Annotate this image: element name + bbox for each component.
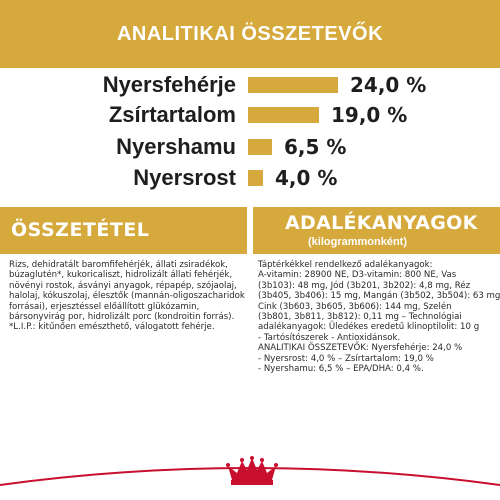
composition-line: bársonyvirág por, hidrolizált porc (kond… bbox=[9, 312, 235, 323]
additives-header: ADALÉKANYAGOK (kilogrammonként) bbox=[253, 207, 500, 254]
composition-line: növényi rostok, ásványi anyagok, répapép… bbox=[9, 280, 237, 291]
additives-line: - Tartósítószerek - Antioxidánsok. bbox=[258, 332, 401, 343]
additives-line: (3b405, 3b406): 15 mg, Mangán (3b502, 3b… bbox=[258, 291, 500, 302]
additives-title: ADALÉKANYAGOK bbox=[285, 212, 478, 234]
composition-line: forrásai), erjesztéssel előállított glük… bbox=[9, 301, 200, 312]
crown-icon bbox=[226, 456, 278, 485]
nutrient-value: 6,5 % bbox=[284, 135, 347, 159]
composition-line: búzaglutén*, kukoricaliszt, hidrolizált … bbox=[9, 270, 233, 281]
composition-text: Rizs, dehidratált baromfifehérjék, állat… bbox=[9, 260, 245, 333]
nutrient-row: Zsírtartalom 19,0 % bbox=[0, 100, 500, 130]
additives-line: Táptérkékkel rendelkező adalékanyagok: bbox=[258, 260, 433, 270]
additives-line: ANALITIKAI ÖSSZETEVŐK: Nyersfehérje: 24,… bbox=[258, 343, 463, 354]
additives-subtitle: (kilogrammonként) bbox=[308, 236, 408, 248]
composition-line: *L.I.P.: kitűnően emészthető, válogatott… bbox=[9, 322, 215, 333]
additives-text: Táptérkékkel rendelkező adalékanyagok: A-… bbox=[258, 260, 500, 375]
nutrient-value: 24,0 % bbox=[350, 73, 427, 97]
nutrient-row: Nyersfehérje 24,0 % bbox=[0, 70, 500, 100]
nutrient-value: 19,0 % bbox=[331, 103, 408, 127]
nutrient-bar bbox=[248, 170, 263, 186]
additives-line: adalékanyagok: Üledékes eredetű klinopti… bbox=[258, 322, 480, 333]
nutrient-bar bbox=[248, 107, 319, 123]
nutrient-label: Nyershamu bbox=[116, 134, 236, 159]
additives-line: - Nyersrost: 4,0 % – Zsírtartalom: 19,0 … bbox=[258, 353, 434, 364]
additives-line: (3b103): 48 mg, Jód (3b201, 3b202): 4,8 … bbox=[258, 280, 471, 291]
analytical-header: ANALITIKAI ÖSSZETEVŐK bbox=[0, 0, 500, 68]
nutrient-bar bbox=[248, 77, 338, 93]
nutrient-row: Nyersrost 4,0 % bbox=[0, 163, 500, 193]
composition-line: Rizs, dehidratált baromfifehérjék, állat… bbox=[9, 260, 228, 270]
analytical-header-title: ANALITIKAI ÖSSZETEVŐK bbox=[116, 22, 384, 45]
nutrient-label: Nyersfehérje bbox=[102, 72, 236, 97]
nutrient-bar bbox=[248, 139, 272, 155]
composition-title: ÖSSZETÉTEL bbox=[11, 219, 150, 241]
additives-line: - Nyershamu: 6,5 % – EPA/DHA: 0,4 %. bbox=[258, 364, 424, 375]
composition-header: ÖSSZETÉTEL bbox=[0, 207, 247, 254]
nutrient-label: Nyersrost bbox=[133, 165, 236, 190]
additives-line: (3b801, 3b811, 3b812): 0,11 mg – Technol… bbox=[258, 312, 462, 323]
additives-line: Cink (3b603, 3b605, 3b606): 144 mg, Szel… bbox=[258, 301, 452, 312]
additives-line: A-vitamin: 28900 NE, D3-vitamin: 800 NE,… bbox=[258, 270, 457, 281]
composition-line: halolaj, kókuszolaj, élesztők (mannán-ol… bbox=[9, 291, 245, 302]
nutrient-row: Nyershamu 6,5 % bbox=[0, 132, 500, 162]
nutrient-label: Zsírtartalom bbox=[108, 102, 236, 127]
royal-canin-crown-logo bbox=[0, 456, 500, 486]
nutrient-value: 4,0 % bbox=[275, 166, 338, 190]
